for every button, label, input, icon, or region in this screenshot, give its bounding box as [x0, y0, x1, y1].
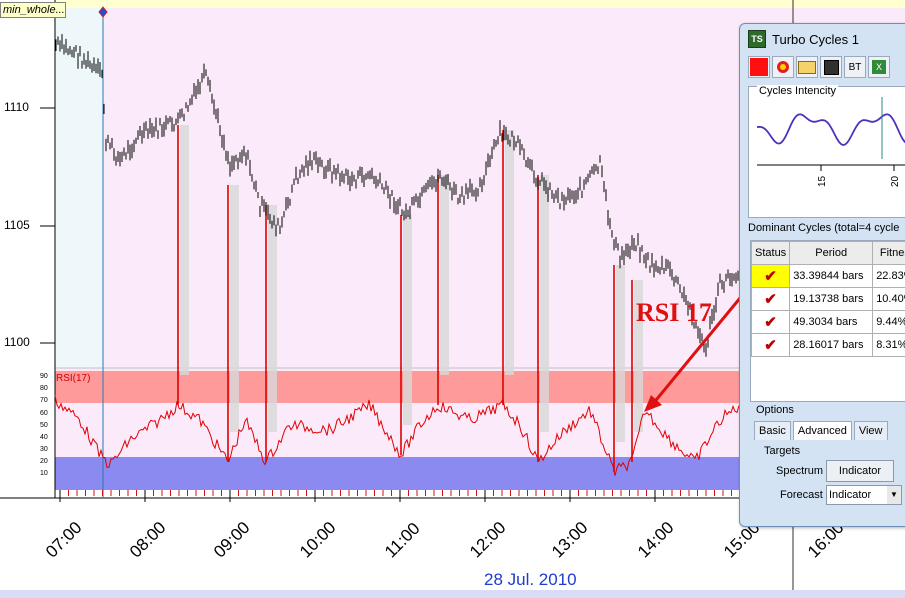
table-row[interactable]: ✔ 33.39844 bars 22.83%: [750, 264, 905, 288]
checkmark-icon[interactable]: ✔: [750, 287, 791, 311]
table-row[interactable]: ✔ 28.16017 bars 8.31%: [750, 333, 905, 357]
forecast-label: Forecast: [780, 489, 823, 501]
fitness-cell: 9.44%: [872, 310, 905, 334]
table-row[interactable]: ✔ 49.3034 bars 9.44%: [750, 310, 905, 334]
y-tick-label: 1100: [4, 335, 30, 349]
window-titlebar[interactable]: TS Turbo Cycles 1: [740, 24, 905, 54]
cycle-shadow: [634, 280, 643, 432]
cycles-intensity-plot: 15 20: [756, 97, 905, 187]
cycle-shadow: [268, 205, 277, 432]
rsi-tick-label: 70: [40, 397, 48, 404]
spectrum-indicator-button[interactable]: Indicator: [826, 460, 894, 482]
red-square-icon[interactable]: [748, 56, 770, 78]
table-row[interactable]: ✔ 19.13738 bars 10.40%: [750, 287, 905, 311]
chevron-down-icon[interactable]: ▼: [887, 486, 901, 504]
period-cell: 19.13738 bars: [789, 287, 874, 311]
targets-title: Targets: [764, 445, 801, 457]
forecast-select[interactable]: Indicator ▼: [826, 485, 902, 505]
callout-arrowhead: [644, 395, 662, 412]
checkmark-icon[interactable]: ✔: [750, 333, 791, 357]
upper-axis-strip: [55, 0, 905, 8]
forecast-value: Indicator: [829, 489, 872, 501]
rsi-tick-label: 60: [40, 410, 48, 417]
callout-arrow: [650, 291, 747, 406]
marker-icon: [98, 6, 108, 18]
window-toolbar: BT X: [748, 56, 890, 80]
spectrum-label: Spectrum: [776, 465, 824, 477]
tab-basic[interactable]: Basic: [754, 421, 791, 440]
column-header[interactable]: Fitnes: [872, 241, 905, 265]
column-header[interactable]: Status: [750, 241, 791, 265]
rsi-callout: RSI 17: [636, 298, 712, 327]
bt-button[interactable]: BT: [844, 56, 866, 78]
date-label: 28 Jul. 2010: [484, 570, 577, 589]
dominant-cycles-table[interactable]: Status Period Fitnes ✔ 33.39844 bars 22.…: [750, 240, 905, 402]
cycle-shadow: [540, 175, 549, 432]
intensity-curve: [756, 113, 905, 146]
intensity-tick-label: 20: [890, 175, 901, 187]
tab-advanced[interactable]: Advanced: [792, 421, 852, 440]
rsi-tick-label: 20: [40, 458, 48, 465]
cycle-shadow: [230, 185, 239, 432]
options-tabs: Basic Advanced View: [754, 421, 890, 440]
dominant-cycles-title: Dominant Cycles (total=4 cycle: [748, 222, 900, 234]
rsi-tick-label: 90: [40, 373, 48, 380]
options-title: Options: [756, 404, 794, 416]
excel-icon[interactable]: X: [868, 56, 890, 78]
rsi-tick-label: 40: [40, 434, 48, 441]
rsi-tick-label: 30: [40, 446, 48, 453]
fitness-cell: 22.83%: [872, 264, 905, 288]
window-title: Turbo Cycles 1: [772, 31, 859, 47]
turbo-cycles-window[interactable]: TS Turbo Cycles 1 BT X Cycles Intencity …: [739, 23, 905, 527]
app-icon: TS: [748, 30, 766, 48]
period-cell: 49.3034 bars: [789, 310, 874, 334]
period-cell: 33.39844 bars: [789, 264, 874, 288]
column-header[interactable]: Period: [789, 241, 874, 265]
intensity-tick-label: 15: [817, 175, 828, 187]
floppy-icon[interactable]: [820, 56, 842, 78]
rsi-line: [54, 395, 740, 476]
fitness-cell: 10.40%: [872, 287, 905, 311]
cycle-shadow: [616, 265, 625, 442]
gear-icon[interactable]: [772, 56, 794, 78]
cycle-shadow: [403, 215, 412, 425]
rsi-title: RSI(17): [56, 373, 91, 384]
cycles-intensity-title: Cycles Intencity: [757, 85, 839, 97]
rsi-tick-label: 50: [40, 422, 48, 429]
cycle-shadow: [180, 125, 189, 375]
tab-view[interactable]: View: [853, 421, 888, 440]
y-tick-label: 1110: [4, 100, 29, 114]
symbol-label: min_whole...: [0, 2, 66, 18]
checkmark-icon[interactable]: ✔: [750, 310, 791, 334]
cycle-shadow: [440, 175, 449, 375]
period-cell: 28.16017 bars: [789, 333, 874, 357]
fitness-cell: 8.31%: [872, 333, 905, 357]
cycles-intensity-panel: Cycles Intencity 15 20: [748, 85, 905, 218]
checkmark-icon[interactable]: ✔: [750, 264, 791, 288]
y-tick-label: 1105: [4, 218, 30, 232]
rsi-tick-label: 10: [40, 470, 48, 477]
rsi-tick-label: 80: [40, 385, 48, 392]
cycle-shadow: [505, 130, 514, 375]
folder-icon[interactable]: [796, 56, 818, 78]
bottom-scroll-strip: [0, 590, 905, 598]
